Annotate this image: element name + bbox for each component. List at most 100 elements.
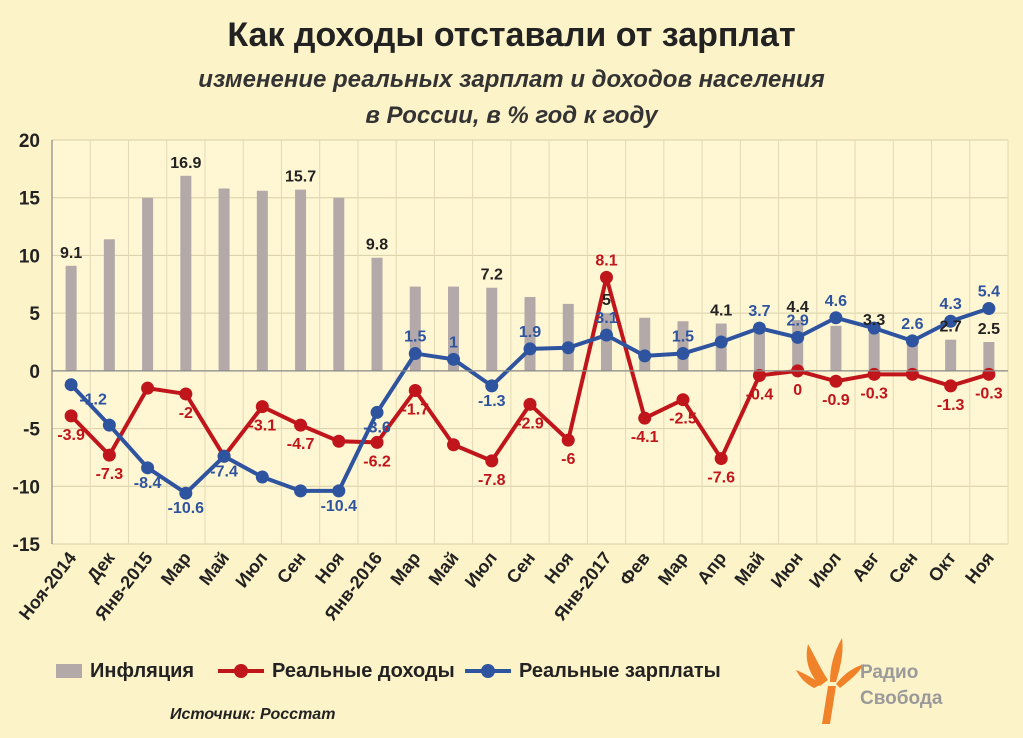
data-label-real-wages: 4.3 — [940, 296, 962, 313]
x-tick-label: Авг — [848, 548, 884, 586]
bar-inflation — [677, 321, 689, 371]
x-tick-label: Ноя-2014 — [15, 548, 80, 624]
y-tick-label: -15 — [13, 535, 41, 556]
point-real-wages — [141, 461, 155, 475]
bar-inflation — [524, 296, 536, 371]
point-real-wages — [217, 449, 231, 463]
data-label-real-wages: 1 — [449, 334, 458, 351]
point-real-wages — [332, 484, 346, 498]
point-real-wages — [791, 330, 805, 344]
point-real-wages — [714, 335, 728, 349]
x-tick-label: Сен — [503, 548, 540, 587]
logo-text-line-2: Свобода — [860, 688, 943, 709]
data-label-real-wages: 4.6 — [825, 293, 847, 310]
legend-swatch-inflation — [56, 664, 82, 678]
data-label-real-income: -7.8 — [478, 472, 506, 489]
bar-layer — [65, 175, 995, 371]
data-label-real-wages: -1.3 — [478, 393, 506, 410]
legend-label-inflation: Инфляция — [90, 659, 195, 682]
chart-title: Как доходы отставали от зарплат — [227, 16, 796, 54]
y-tick-label: -10 — [13, 477, 40, 498]
data-label-real-income: -1.3 — [937, 397, 965, 414]
logo-text: Радио Свобода — [860, 660, 942, 712]
point-real-wages — [982, 302, 996, 316]
point-real-wages — [294, 484, 308, 498]
source-note: Источник: Росстат — [170, 706, 336, 723]
x-tick-label: Сен — [885, 548, 922, 587]
y-tick-label: -5 — [23, 420, 40, 441]
point-real-income — [141, 381, 155, 395]
bar-inflation — [983, 342, 995, 371]
point-real-income — [561, 433, 575, 447]
point-real-income — [599, 270, 613, 284]
x-tick-label: Дек — [83, 547, 119, 585]
point-real-income — [905, 367, 919, 381]
bar-inflation — [295, 189, 307, 371]
data-label-real-income: -6 — [561, 451, 575, 468]
data-label-real-income: -2 — [179, 405, 193, 422]
x-tick-label: Май — [195, 548, 233, 589]
data-label-inflation: 2.7 — [940, 319, 962, 336]
bar-inflation — [256, 190, 268, 371]
x-tick-label: Июл — [232, 548, 272, 591]
bar-inflation — [333, 197, 345, 371]
bar-inflation — [409, 286, 421, 371]
x-tick-label: Июл — [461, 548, 501, 591]
x-tick-label: Фев — [616, 548, 654, 589]
y-tick-label: 20 — [19, 131, 40, 152]
bar-inflation — [868, 332, 880, 371]
bar-inflation — [486, 287, 498, 371]
point-real-income — [676, 393, 690, 407]
data-label-real-wages: -3.6 — [363, 419, 391, 436]
data-label-real-income: -0.9 — [822, 392, 850, 409]
point-real-income — [294, 418, 308, 432]
data-label-real-wages: 1.5 — [672, 329, 694, 346]
bar-inflation — [103, 239, 115, 371]
x-tick-label: Ноя — [311, 548, 348, 587]
x-tick-label: Сен — [273, 548, 310, 587]
point-real-income — [944, 379, 958, 393]
bar-inflation — [180, 175, 192, 371]
data-label-real-income: -4.7 — [287, 436, 315, 453]
line-layer — [64, 270, 996, 500]
data-label-inflation: 3.3 — [863, 312, 885, 329]
x-tick-label: Ноя — [541, 548, 578, 587]
x-tick-label: Июн — [767, 548, 807, 591]
x-tick-label: Июл — [805, 548, 845, 591]
point-real-wages — [447, 352, 461, 366]
bar-inflation — [792, 320, 804, 371]
data-label-real-income: -2.9 — [516, 415, 544, 432]
point-real-income — [102, 448, 116, 462]
data-label-real-wages: 1.9 — [519, 324, 541, 341]
data-label-real-income: -0.3 — [975, 385, 1003, 402]
data-label-real-wages: -10.4 — [321, 498, 358, 515]
legend-swatch-real-income — [218, 664, 264, 678]
point-real-income — [447, 438, 461, 452]
bar-inflation — [65, 265, 77, 371]
x-tick-label: Мар — [386, 548, 424, 589]
point-real-income — [829, 374, 843, 388]
bar-inflation — [371, 257, 383, 371]
legend-label-real-wages: Реальные зарплаты — [519, 659, 721, 682]
bar-inflation — [753, 323, 765, 371]
data-label-inflation: 15.7 — [285, 169, 316, 186]
point-real-wages — [905, 334, 919, 348]
bar-inflation — [562, 303, 574, 371]
point-real-wages — [599, 328, 613, 342]
data-label-real-income: -3.9 — [57, 427, 85, 444]
y-tick-label: 5 — [29, 304, 40, 325]
point-real-income — [370, 435, 384, 449]
legend-item-real-wages: Реальные зарплаты — [465, 658, 721, 684]
bar-inflation — [945, 339, 957, 371]
point-real-wages — [485, 379, 499, 393]
point-real-wages — [944, 314, 958, 328]
data-label-real-income: 8.1 — [595, 252, 617, 269]
data-label-real-income: -7.6 — [707, 470, 735, 487]
point-real-income — [179, 387, 193, 401]
point-real-wages — [829, 311, 843, 325]
radio-svoboda-logo-icon — [796, 638, 864, 724]
x-tick-label: Апр — [693, 548, 730, 588]
x-tick-label: Май — [730, 548, 768, 589]
data-label-real-wages: -7.4 — [210, 463, 238, 480]
data-label-real-wages: 2.9 — [787, 312, 809, 329]
